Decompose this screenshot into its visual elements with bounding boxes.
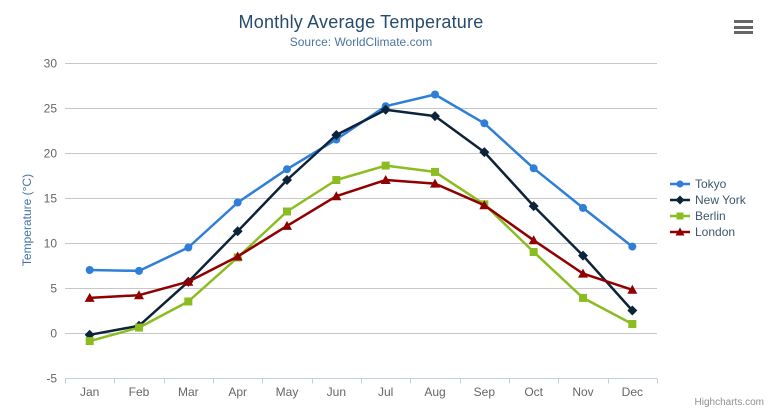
data-point-new-york-oct[interactable]: [528, 201, 539, 212]
legend-label: London: [695, 225, 736, 239]
legend-label: Berlin: [695, 209, 726, 223]
data-point-berlin-feb[interactable]: [135, 323, 143, 332]
data-point-berlin-aug[interactable]: [431, 167, 439, 176]
data-point-new-york-jun[interactable]: [331, 130, 342, 140]
x-category-label: Oct: [524, 385, 543, 399]
x-category-label: Apr: [228, 385, 247, 399]
legend-item-berlin[interactable]: Berlin: [670, 210, 746, 222]
y-tick-label: 30: [44, 57, 58, 71]
data-point-berlin-mar[interactable]: [184, 297, 193, 306]
data-point-tokyo-nov[interactable]: [579, 203, 587, 212]
data-point-london-aug[interactable]: [430, 178, 440, 188]
legend: Tokyo New York Berlin London: [670, 178, 746, 238]
data-point-tokyo-may[interactable]: [283, 165, 291, 174]
data-point-new-york-may[interactable]: [282, 175, 292, 185]
data-point-new-york-aug[interactable]: [430, 111, 440, 122]
legend-label: Tokyo: [695, 177, 727, 191]
y-tick-label: 25: [44, 102, 58, 116]
data-point-berlin-jan[interactable]: [85, 337, 94, 346]
data-point-london-may[interactable]: [282, 220, 292, 230]
x-category-label: Sep: [474, 385, 496, 399]
legend-marker-triangle-up-icon: [670, 227, 690, 236]
data-point-london-apr[interactable]: [232, 251, 243, 261]
data-point-berlin-jun[interactable]: [332, 176, 341, 184]
series-new-york[interactable]: [84, 104, 638, 340]
data-point-london-mar[interactable]: [183, 276, 194, 286]
x-category-label: Aug: [424, 385, 445, 399]
data-point-tokyo-apr[interactable]: [233, 198, 242, 207]
data-point-berlin-jul[interactable]: [381, 161, 390, 170]
data-point-tokyo-mar[interactable]: [184, 243, 193, 252]
y-tick-label: 15: [44, 192, 58, 206]
chart-title: Monthly Average Temperature: [238, 12, 484, 32]
y-tick-label: 5: [50, 282, 57, 296]
series-line: [88, 178, 634, 300]
data-point-new-york-apr[interactable]: [232, 226, 243, 237]
data-point-london-feb[interactable]: [134, 290, 144, 300]
legend-marker-square-icon: [670, 212, 690, 220]
x-category-label: Jun: [327, 385, 346, 399]
series-line: [88, 108, 634, 337]
data-point-london-jan[interactable]: [84, 292, 95, 302]
data-point-london-oct[interactable]: [528, 235, 539, 245]
data-point-berlin-oct[interactable]: [529, 248, 538, 256]
data-point-new-york-sep[interactable]: [479, 147, 490, 158]
legend-label: New York: [695, 193, 746, 207]
data-point-london-jun[interactable]: [331, 191, 342, 201]
series-tokyo[interactable]: [85, 90, 637, 275]
series-line: [88, 93, 634, 273]
legend-item-tokyo[interactable]: Tokyo: [670, 178, 746, 190]
data-point-london-sep[interactable]: [479, 200, 490, 210]
legend-marker-circle-icon: [670, 180, 690, 188]
data-point-tokyo-feb[interactable]: [135, 266, 143, 275]
data-point-london-nov[interactable]: [578, 268, 588, 278]
data-point-tokyo-aug[interactable]: [431, 90, 439, 99]
y-tick-label: 20: [44, 147, 58, 161]
hamburger-icon: [734, 31, 753, 34]
legend-marker-diamond-icon: [670, 195, 690, 205]
x-category-label: Jul: [378, 385, 393, 399]
data-point-tokyo-dec[interactable]: [628, 242, 637, 251]
data-point-new-york-nov[interactable]: [578, 250, 588, 261]
data-point-tokyo-jan[interactable]: [85, 266, 94, 274]
x-category-label: May: [276, 385, 299, 399]
series-line: [88, 164, 634, 343]
data-point-berlin-dec[interactable]: [628, 320, 637, 328]
chart-subtitle: Source: WorldClimate.com: [289, 35, 433, 49]
x-category-label: Feb: [129, 385, 150, 399]
hamburger-icon: [734, 20, 753, 23]
data-point-berlin-nov[interactable]: [579, 293, 587, 302]
x-category-label: Mar: [178, 385, 199, 399]
data-point-new-york-dec[interactable]: [627, 305, 638, 316]
data-point-london-dec[interactable]: [627, 284, 638, 294]
y-tick-label: -5: [46, 372, 57, 386]
legend-item-new-york[interactable]: New York: [670, 194, 746, 206]
x-category-label: Dec: [622, 385, 643, 399]
legend-item-london[interactable]: London: [670, 226, 746, 238]
y-tick-label: 0: [50, 327, 57, 341]
context-menu-button[interactable]: [734, 20, 753, 34]
data-point-berlin-may[interactable]: [283, 207, 291, 216]
data-point-new-york-jul[interactable]: [380, 104, 391, 115]
credits-link[interactable]: Highcharts.com: [694, 397, 764, 408]
hamburger-icon: [734, 25, 753, 29]
x-category-label: Jan: [80, 385, 99, 399]
y-tick-label: 10: [44, 237, 58, 251]
data-point-london-jul[interactable]: [380, 175, 391, 184]
data-point-tokyo-oct[interactable]: [529, 164, 538, 173]
series-london[interactable]: [84, 175, 638, 302]
data-point-tokyo-sep[interactable]: [480, 119, 489, 128]
x-category-label: Nov: [572, 385, 593, 399]
